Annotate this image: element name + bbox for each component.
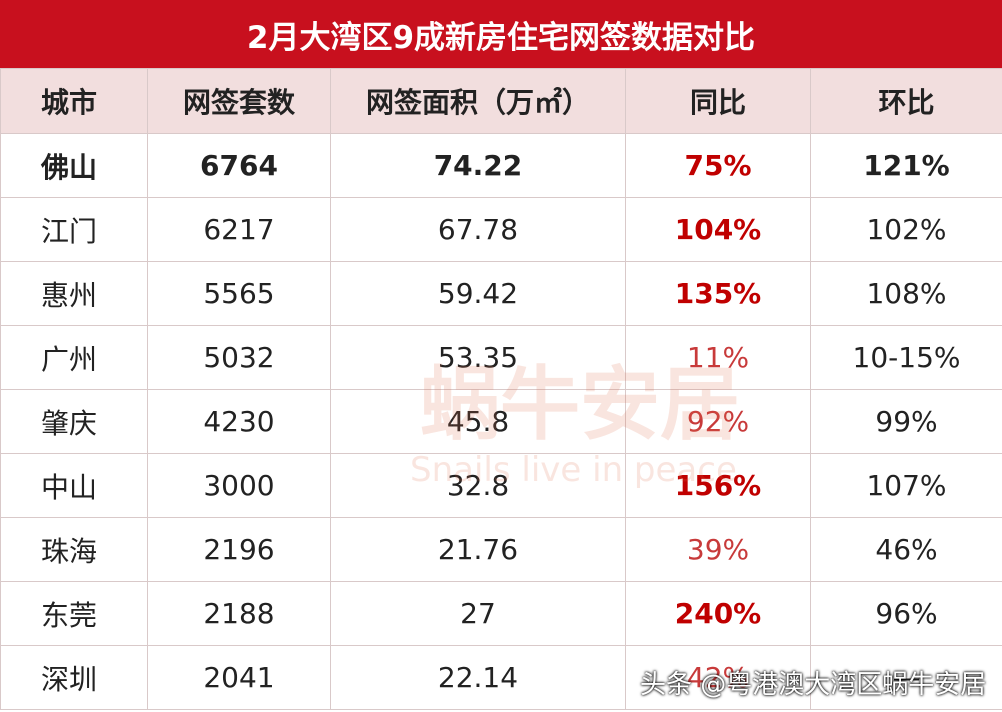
table-row: 深圳 2041 22.14 42% — xyxy=(0,645,1002,710)
table-row: 中山 3000 32.8 156% 107% xyxy=(0,453,1002,518)
table-cell: 45.8 xyxy=(330,389,626,454)
table-row: 广州 5032 53.35 11% 10-15% xyxy=(0,325,1002,390)
table-cell: 104% xyxy=(625,197,811,262)
table-cell: 22.14 xyxy=(330,645,626,710)
table-cell: 99% xyxy=(810,389,1002,454)
table-cell: 东莞 xyxy=(0,581,148,646)
header-cell: 城市 xyxy=(0,68,148,134)
table-cell: 深圳 xyxy=(0,645,148,710)
table-cell: 107% xyxy=(810,453,1002,518)
table-cell: 156% xyxy=(625,453,811,518)
table-row: 惠州 5565 59.42 135% 108% xyxy=(0,261,1002,326)
table-cell: 5565 xyxy=(147,261,331,326)
table-row: 江门 6217 67.78 104% 102% xyxy=(0,197,1002,262)
table-row: 东莞 2188 27 240% 96% xyxy=(0,581,1002,646)
header-cell: 同比 xyxy=(625,68,811,134)
table-cell: 佛山 xyxy=(0,133,148,198)
table-cell: 4230 xyxy=(147,389,331,454)
table-cell: 102% xyxy=(810,197,1002,262)
table-cell: 广州 xyxy=(0,325,148,390)
table-cell: 2041 xyxy=(147,645,331,710)
table-cell: 珠海 xyxy=(0,517,148,582)
table-cell: 121% xyxy=(810,133,1002,198)
table-cell: 67.78 xyxy=(330,197,626,262)
table-cell: 江门 xyxy=(0,197,148,262)
header-cell: 网签套数 xyxy=(147,68,331,134)
table-cell: 32.8 xyxy=(330,453,626,518)
table-cell: 肇庆 xyxy=(0,389,148,454)
header-row: 城市 网签套数 网签面积（万㎡） 同比 环比 xyxy=(0,68,1002,134)
data-table: 城市 网签套数 网签面积（万㎡） 同比 环比 佛山 6764 74.22 75% 121% 江门 6… xyxy=(0,68,1002,710)
table-cell: 92% xyxy=(625,389,811,454)
table-cell: 240% xyxy=(625,581,811,646)
table-row: 珠海 2196 21.76 39% 46% xyxy=(0,517,1002,582)
table-cell: 108% xyxy=(810,261,1002,326)
table-cell: 2188 xyxy=(147,581,331,646)
table-cell: 53.35 xyxy=(330,325,626,390)
table-cell: 2196 xyxy=(147,517,331,582)
table-cell: 96% xyxy=(810,581,1002,646)
table-cell: 27 xyxy=(330,581,626,646)
table-cell: 3000 xyxy=(147,453,331,518)
table-row: 佛山 6764 74.22 75% 121% xyxy=(0,133,1002,198)
table-title: 2月大湾区9成新房住宅网签数据对比 xyxy=(0,0,1002,68)
table-row: 肇庆 4230 45.8 92% 99% xyxy=(0,389,1002,454)
table-cell: 10-15% xyxy=(810,325,1002,390)
table-cell: 21.76 xyxy=(330,517,626,582)
table-cell: 6217 xyxy=(147,197,331,262)
header-cell: 环比 xyxy=(810,68,1002,134)
table-body: 佛山 6764 74.22 75% 121% 江门 6217 67.78 104% 102% 惠州 5… xyxy=(0,133,1002,710)
table-cell: 5032 xyxy=(147,325,331,390)
table-cell: 39% xyxy=(625,517,811,582)
table-cell: 74.22 xyxy=(330,133,626,198)
table-cell: 46% xyxy=(810,517,1002,582)
table-cell: 75% xyxy=(625,133,811,198)
table-cell: 42% xyxy=(625,645,811,710)
table-cell: 惠州 xyxy=(0,261,148,326)
table-cell: 11% xyxy=(625,325,811,390)
table-cell: 中山 xyxy=(0,453,148,518)
table-cell: 135% xyxy=(625,261,811,326)
table-cell: — xyxy=(810,645,1002,710)
table-cell: 6764 xyxy=(147,133,331,198)
header-cell: 网签面积（万㎡） xyxy=(330,68,626,134)
table-cell: 59.42 xyxy=(330,261,626,326)
